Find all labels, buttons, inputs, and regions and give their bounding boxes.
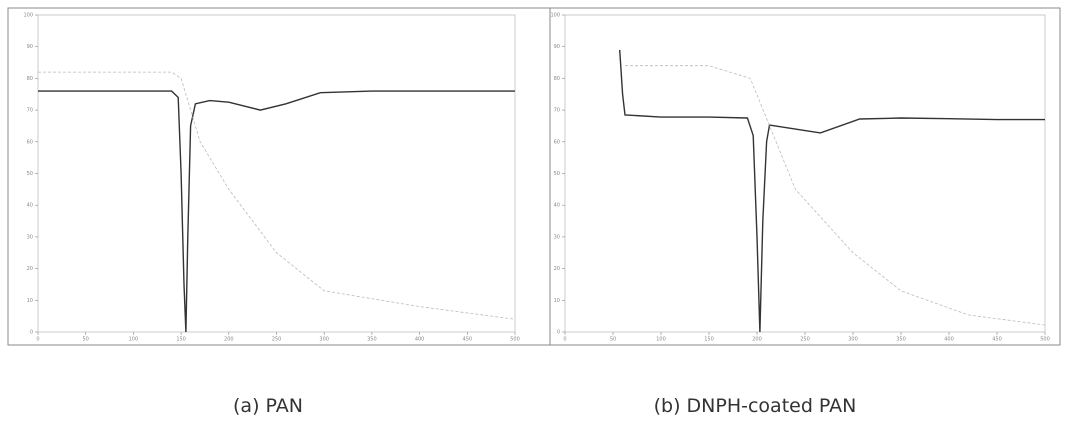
- y-tick-label: 80: [554, 76, 560, 82]
- x-tick-label: 100: [129, 337, 139, 343]
- y-tick-label: 70: [554, 108, 560, 114]
- plot-area: [37, 14, 516, 333]
- x-tick-label: 450: [463, 337, 473, 343]
- caption: (b) DNPH-coated PAN: [654, 395, 857, 417]
- y-tick-label: 40: [27, 203, 33, 209]
- plot-area: [564, 14, 1046, 333]
- x-tick-label: 300: [319, 337, 329, 343]
- data-line: [619, 49, 1045, 333]
- x-tick-label: 0: [36, 337, 39, 343]
- y-tick-label: 0: [30, 330, 33, 336]
- x-tick-label: 50: [610, 337, 616, 343]
- x-tick-label: 250: [272, 337, 282, 343]
- panel-frame: [7, 7, 551, 346]
- y-tick-label: 20: [27, 266, 33, 272]
- y-tick-label: 60: [27, 139, 33, 145]
- y-tick-label: 60: [554, 139, 560, 145]
- y-tick-label: 0: [557, 330, 560, 336]
- x-tick-label: 450: [992, 337, 1002, 343]
- x-tick-label: 250: [800, 337, 810, 343]
- data-line: [625, 65, 1046, 326]
- x-tick-label: 400: [415, 337, 425, 343]
- x-tick-label: 200: [224, 337, 234, 343]
- y-tick-label: 90: [27, 44, 33, 50]
- y-tick-label: 90: [554, 44, 560, 50]
- x-tick-label: 50: [83, 337, 89, 343]
- y-tick-label: 80: [27, 76, 33, 82]
- y-tick-label: 50: [554, 171, 560, 177]
- y-tick-label: 20: [554, 266, 560, 272]
- x-tick-label: 100: [656, 337, 666, 343]
- x-tick-label: 150: [704, 337, 714, 343]
- x-tick-label: 200: [752, 337, 762, 343]
- panel-frame: [549, 7, 1061, 346]
- y-tick-label: 70: [27, 108, 33, 114]
- x-tick-label: 150: [176, 337, 186, 343]
- caption: (a) PAN: [233, 395, 303, 417]
- x-tick-label: 300: [848, 337, 858, 343]
- y-tick-label: 30: [554, 234, 560, 240]
- x-tick-label: 350: [896, 337, 906, 343]
- x-tick-label: 500: [510, 337, 520, 343]
- x-tick-label: 0: [563, 337, 566, 343]
- y-tick-label: 10: [27, 298, 33, 304]
- y-tick-label: 30: [27, 234, 33, 240]
- data-line: [38, 71, 516, 320]
- data-line: [38, 90, 515, 333]
- y-tick-label: 40: [554, 203, 560, 209]
- y-tick-label: 100: [550, 13, 560, 19]
- y-tick-label: 50: [27, 171, 33, 177]
- x-tick-label: 400: [944, 337, 954, 343]
- x-tick-label: 500: [1040, 337, 1050, 343]
- y-tick-label: 100: [23, 13, 33, 19]
- y-tick-label: 10: [554, 298, 560, 304]
- x-tick-label: 350: [367, 337, 377, 343]
